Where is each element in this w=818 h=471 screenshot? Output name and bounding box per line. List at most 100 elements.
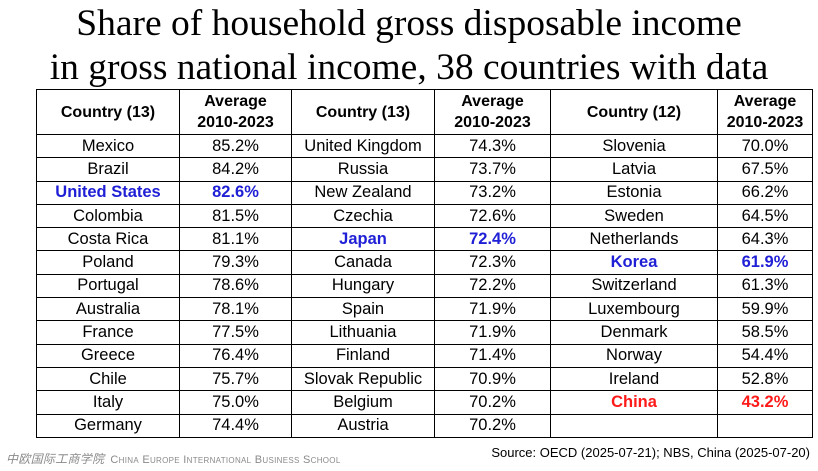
value-cell: 73.7% (434, 157, 551, 182)
value-cell: 73.2% (434, 180, 551, 205)
country-cell: Chile (36, 366, 180, 392)
income-share-table: Country (13) Average 2010-2023 Country (1… (36, 89, 813, 438)
country-cell: Russia (291, 157, 435, 182)
country-cell: United States (36, 180, 180, 205)
table-row: Brazil 84.2% Russia 73.7% Latvia 67.5% (36, 157, 813, 182)
table-row: Greece 76.4% Finland 71.4% Norway 54.4% (36, 343, 813, 368)
table-body: Mexico 85.2% United Kingdom 74.3% Slovenia 70… (36, 133, 813, 438)
country-cell: United Kingdom (291, 133, 435, 159)
value-cell: 78.6% (179, 273, 292, 299)
value-cell: 71.9% (434, 297, 551, 322)
country-cell: Czechia (291, 203, 435, 229)
country-cell: France (36, 320, 180, 345)
table-row: Australia 78.1% Spain 71.9% Luxembourg 59.9% (36, 297, 813, 322)
country-cell: Finland (291, 343, 435, 368)
value-cell: 61.3% (717, 273, 813, 299)
value-cell: 74.3% (434, 133, 551, 159)
value-cell: 66.2% (717, 180, 813, 205)
country-header-1: Country (13) (36, 89, 180, 135)
title-line-2: in gross national income, 38 countries w… (49, 47, 769, 88)
value-cell: 79.3% (179, 250, 292, 275)
table-row: Poland 79.3% Canada 72.3% Korea 61.9% (36, 250, 813, 275)
table-row: Germany 74.4% Austria 70.2% (36, 413, 813, 438)
country-cell: Norway (550, 343, 718, 368)
country-cell: Netherlands (550, 227, 718, 252)
country-cell: Belgium (291, 390, 435, 415)
value-cell: 70.0% (717, 133, 813, 159)
value-cell: 72.3% (434, 250, 551, 275)
value-cell: 85.2% (179, 133, 292, 159)
country-cell: Switzerland (550, 273, 718, 299)
value-cell: 81.1% (179, 227, 292, 252)
average-header-2: Average 2010-2023 (434, 89, 551, 135)
country-cell: Denmark (550, 320, 718, 345)
country-cell: Ireland (550, 366, 718, 392)
value-cell: 72.2% (434, 273, 551, 299)
value-cell: 71.4% (434, 343, 551, 368)
value-cell: 82.6% (179, 180, 292, 205)
value-cell: 67.5% (717, 157, 813, 182)
country-cell: New Zealand (291, 180, 435, 205)
country-cell: Korea (550, 250, 718, 275)
average-header-1: Average 2010-2023 (179, 89, 292, 135)
country-cell: China (550, 390, 718, 415)
country-cell: Luxembourg (550, 297, 718, 322)
value-cell: 75.0% (179, 390, 292, 415)
value-cell: 70.2% (434, 390, 551, 415)
table-row: Costa Rica 81.1% Japan 72.4% Netherlands 64.3… (36, 227, 813, 252)
value-cell: 74.4% (179, 413, 292, 438)
value-cell: 54.4% (717, 343, 813, 368)
value-cell: 43.2% (717, 390, 813, 415)
country-cell: Spain (291, 297, 435, 322)
value-cell: 72.6% (434, 203, 551, 229)
country-cell: Poland (36, 250, 180, 275)
value-cell: 58.5% (717, 320, 813, 345)
country-cell: Italy (36, 390, 180, 415)
value-cell: 64.5% (717, 203, 813, 229)
value-cell: 71.9% (434, 320, 551, 345)
value-cell: 78.1% (179, 297, 292, 322)
table-row: France 77.5% Lithuania 71.9% Denmark 58.5% (36, 320, 813, 345)
country-cell: Greece (36, 343, 180, 368)
school-logo: 中欧国际工商学院 China Europe International Busin… (6, 450, 341, 467)
country-cell: Costa Rica (36, 227, 180, 252)
country-cell: Hungary (291, 273, 435, 299)
country-cell: Germany (36, 413, 180, 438)
value-cell: 76.4% (179, 343, 292, 368)
value-cell: 81.5% (179, 203, 292, 229)
value-cell: 64.3% (717, 227, 813, 252)
country-cell: Austria (291, 413, 435, 438)
title-line-1: Share of household gross disposable inco… (76, 3, 742, 44)
country-cell: Sweden (550, 203, 718, 229)
value-cell: 61.9% (717, 250, 813, 275)
logo-english-text: China Europe International Business Scho… (110, 454, 341, 466)
country-cell: Latvia (550, 157, 718, 182)
country-cell: Mexico (36, 133, 180, 159)
country-cell: Lithuania (291, 320, 435, 345)
table-row: United States 82.6% New Zealand 73.2% Estoni… (36, 180, 813, 205)
table-row: Colombia 81.5% Czechia 72.6% Sweden 64.5% (36, 203, 813, 229)
country-cell: Estonia (550, 180, 718, 205)
value-cell: 77.5% (179, 320, 292, 345)
value-cell: 70.2% (434, 413, 551, 438)
logo-chinese-text: 中欧国际工商学院 (6, 452, 105, 466)
country-cell: Portugal (36, 273, 180, 299)
country-cell (550, 413, 718, 438)
value-cell (717, 413, 813, 438)
value-cell: 75.7% (179, 366, 292, 392)
average-header-3: Average 2010-2023 (717, 89, 813, 135)
value-cell: 52.8% (717, 366, 813, 392)
country-header-3: Country (12) (550, 89, 718, 135)
country-cell: Japan (291, 227, 435, 252)
country-cell: Australia (36, 297, 180, 322)
table-row: Mexico 85.2% United Kingdom 74.3% Slovenia 70… (36, 133, 813, 159)
chart-title: Share of household gross disposable inco… (0, 2, 818, 90)
country-cell: Canada (291, 250, 435, 275)
table-header-row: Country (13) Average 2010-2023 Country (1… (36, 89, 813, 135)
table-row: Chile 75.7% Slovak Republic 70.9% Ireland 52.… (36, 366, 813, 392)
country-cell: Brazil (36, 157, 180, 182)
value-cell: 84.2% (179, 157, 292, 182)
country-cell: Slovak Republic (291, 366, 435, 392)
table-row: Italy 75.0% Belgium 70.2% China 43.2% (36, 390, 813, 415)
value-cell: 70.9% (434, 366, 551, 392)
